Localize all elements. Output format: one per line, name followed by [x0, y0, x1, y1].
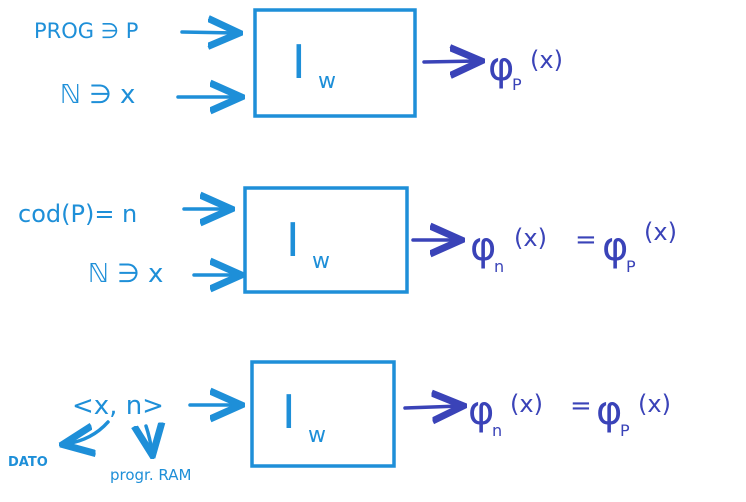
box-label-1: I [292, 35, 306, 89]
arrow-in-1a [180, 32, 236, 33]
arrow-prog-ram [146, 426, 152, 452]
interpreter-box-3 [250, 360, 396, 468]
output-arg-3: (x) [510, 390, 543, 418]
box-sub-2: w [312, 249, 330, 274]
diagram-3: <x, n> I w φ n (x) = φ P (x) DATO progr.… [8, 360, 671, 484]
annotation-dato: DATO [8, 455, 48, 470]
output2-arg-2: (x) [644, 218, 677, 246]
output-arg-1: (x) [530, 46, 563, 74]
interpreter-box-2 [243, 186, 409, 294]
output-arg-2: (x) [514, 224, 547, 252]
output-eq-2: = [575, 225, 597, 255]
output2-sub-2: P [626, 257, 636, 276]
output2-phi-2: φ [602, 224, 628, 270]
arrow-out-3 [403, 406, 460, 408]
input-cod: cod(P)= n [18, 200, 137, 228]
box-sub-3: w [308, 423, 326, 448]
diagram-1: PROG ∋ P ℕ ∋ x I w φ P (x) [34, 8, 563, 118]
arrow-out-1 [422, 61, 478, 62]
output2-sub-3: P [620, 421, 630, 440]
output-eq-3: = [570, 391, 592, 421]
output-sub-3: n [492, 421, 502, 440]
output-sub-2: n [494, 257, 504, 276]
diagram-2: cod(P)= n ℕ ∋ x I w φ n (x) = φ P (x) [18, 186, 677, 294]
box-sub-1: w [318, 69, 336, 94]
output-sub-1: P [512, 75, 522, 94]
output-phi-3: φ [468, 388, 494, 434]
box-label-2: I [286, 213, 300, 267]
input-n-x-2: ℕ ∋ x [88, 259, 163, 289]
input-prog: PROG ∋ P [34, 19, 138, 43]
annotation-prog-ram: progr. RAM [110, 466, 191, 484]
output2-arg-3: (x) [638, 390, 671, 418]
output2-phi-3: φ [596, 388, 622, 434]
interpreter-box-1 [253, 8, 417, 118]
input-n-x: ℕ ∋ x [60, 80, 135, 110]
box-label-3: I [282, 385, 296, 439]
arrow-dato [66, 420, 110, 444]
output-phi-1: φ [488, 44, 514, 90]
input-pair: <x, n> [72, 391, 164, 421]
output-phi-2: φ [470, 224, 496, 270]
